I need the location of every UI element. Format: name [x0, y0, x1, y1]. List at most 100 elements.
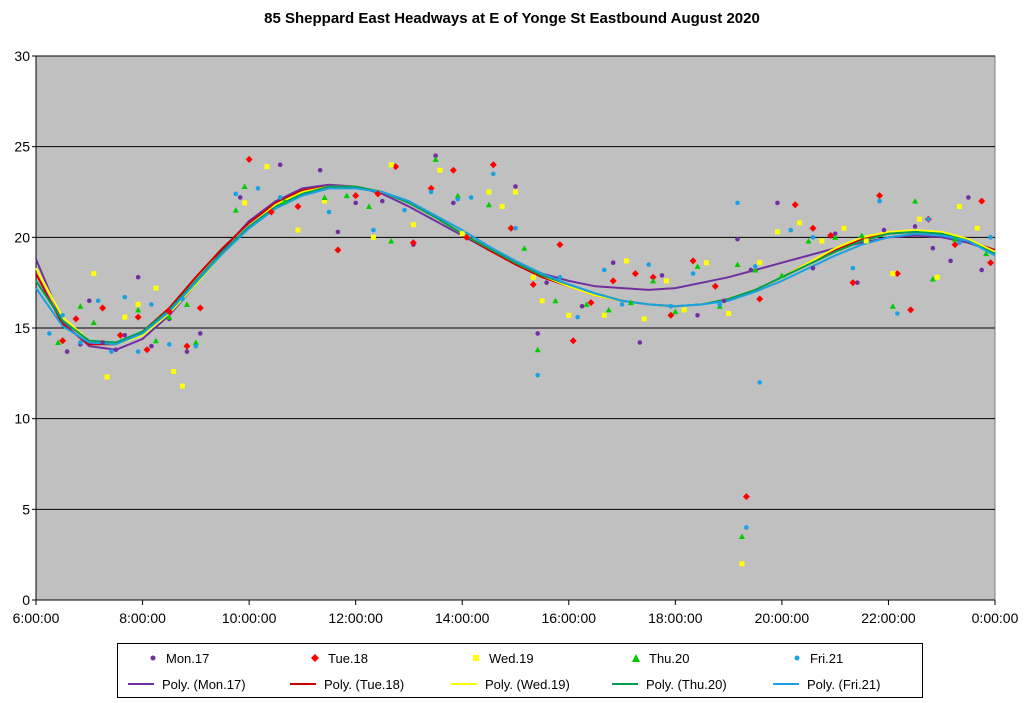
data-point	[507, 224, 515, 232]
legend-item-poly-thu20: Poly. (Thu.20)	[612, 671, 727, 697]
data-point	[552, 297, 559, 304]
data-point	[135, 274, 141, 280]
data-point	[374, 190, 382, 198]
data-point	[180, 383, 186, 389]
legend-line-icon	[773, 683, 799, 685]
legend-label: Tue.18	[328, 650, 368, 666]
data-point	[788, 227, 794, 233]
data-point	[343, 192, 350, 199]
data-point	[895, 311, 900, 316]
data-point	[427, 184, 435, 192]
data-point	[583, 301, 590, 307]
chart-svg: 0 5 10 15 20 25 30 6:00:00 8:00:00 10:00:00 12:00:…	[13, 48, 1019, 626]
data-point	[605, 306, 612, 313]
data-point	[832, 231, 838, 237]
data-point	[237, 195, 243, 200]
data-point	[983, 250, 990, 257]
x-tick-label: 20:00:00	[755, 610, 810, 626]
data-point	[979, 267, 984, 273]
legend-row-markers: Mon.17 Tue.18 Wed.19 Thu.20 Fri.21	[118, 645, 922, 671]
data-point	[241, 183, 248, 190]
data-point	[78, 340, 83, 345]
data-point	[827, 232, 835, 240]
data-point	[459, 231, 465, 237]
data-point	[499, 204, 505, 210]
legend-label: Poly. (Tue.18)	[324, 676, 405, 692]
data-point	[455, 196, 461, 202]
data-point	[513, 225, 518, 231]
data-point	[449, 166, 457, 174]
data-point	[951, 241, 959, 249]
data-point	[952, 236, 959, 242]
data-point	[281, 198, 288, 204]
data-point	[775, 200, 780, 206]
data-point	[245, 155, 253, 163]
data-point	[152, 337, 159, 344]
data-point	[513, 189, 518, 195]
data-point	[365, 203, 372, 210]
data-point	[832, 234, 839, 240]
data-point	[721, 298, 727, 304]
data-point	[609, 277, 617, 285]
data-point	[255, 186, 261, 191]
data-point	[646, 262, 651, 267]
data-point	[197, 331, 203, 336]
data-point	[437, 167, 443, 173]
data-point	[165, 308, 173, 316]
data-point	[196, 304, 204, 312]
data-point	[59, 337, 67, 345]
data-point	[890, 271, 896, 277]
data-point	[91, 271, 97, 277]
data-point	[143, 346, 151, 354]
data-point	[521, 245, 528, 251]
data-point	[988, 235, 993, 240]
x-tick-label: 18:00:00	[648, 610, 703, 626]
data-point	[610, 260, 616, 266]
data-point	[889, 303, 896, 309]
data-point	[778, 272, 785, 278]
legend-item-poly-wed19: Poly. (Wed.19)	[451, 671, 570, 697]
data-point	[575, 314, 580, 320]
data-point	[855, 280, 860, 285]
legend-label: Wed.19	[489, 650, 534, 666]
data-point	[797, 220, 803, 226]
data-point	[774, 229, 780, 235]
data-point	[734, 261, 741, 268]
data-point	[739, 561, 745, 567]
legend-marker-diamond-icon	[311, 654, 319, 662]
legend-label: Fri.21	[810, 650, 844, 666]
legend-item-thu20: Thu.20	[631, 645, 689, 671]
data-point	[912, 198, 919, 204]
x-tick-label: 10:00:00	[222, 610, 277, 626]
x-tick-label: 12:00:00	[328, 610, 383, 626]
data-point	[530, 274, 536, 280]
data-point	[113, 347, 119, 353]
data-point	[726, 310, 732, 316]
y-tick-label: 25	[14, 139, 30, 155]
data-point	[116, 331, 124, 339]
y-tick-label: 0	[22, 592, 30, 608]
data-point	[663, 278, 669, 284]
data-point	[742, 493, 750, 501]
legend-label: Mon.17	[166, 650, 210, 666]
data-point	[529, 280, 537, 288]
data-point	[587, 299, 595, 307]
data-point	[135, 306, 142, 313]
data-point	[557, 274, 563, 280]
axes: 0 5 10 15 20 25 30 6:00:00 8:00:00 10:00:00 12:00:…	[13, 48, 1019, 626]
data-point	[858, 232, 865, 239]
data-point	[60, 313, 65, 318]
data-point	[966, 195, 971, 200]
data-point	[535, 372, 540, 378]
data-point	[321, 194, 328, 200]
data-point	[681, 307, 687, 313]
data-point	[99, 304, 107, 312]
data-point	[410, 222, 416, 228]
data-point	[850, 265, 856, 271]
data-point	[619, 302, 625, 307]
legend-item-tue18: Tue.18	[310, 645, 368, 671]
data-point	[135, 349, 141, 354]
data-point	[912, 224, 918, 229]
legend-row-trendlines: Poly. (Mon.17) Poly. (Tue.18) Poly. (Wed…	[118, 671, 922, 697]
data-point	[451, 200, 456, 206]
